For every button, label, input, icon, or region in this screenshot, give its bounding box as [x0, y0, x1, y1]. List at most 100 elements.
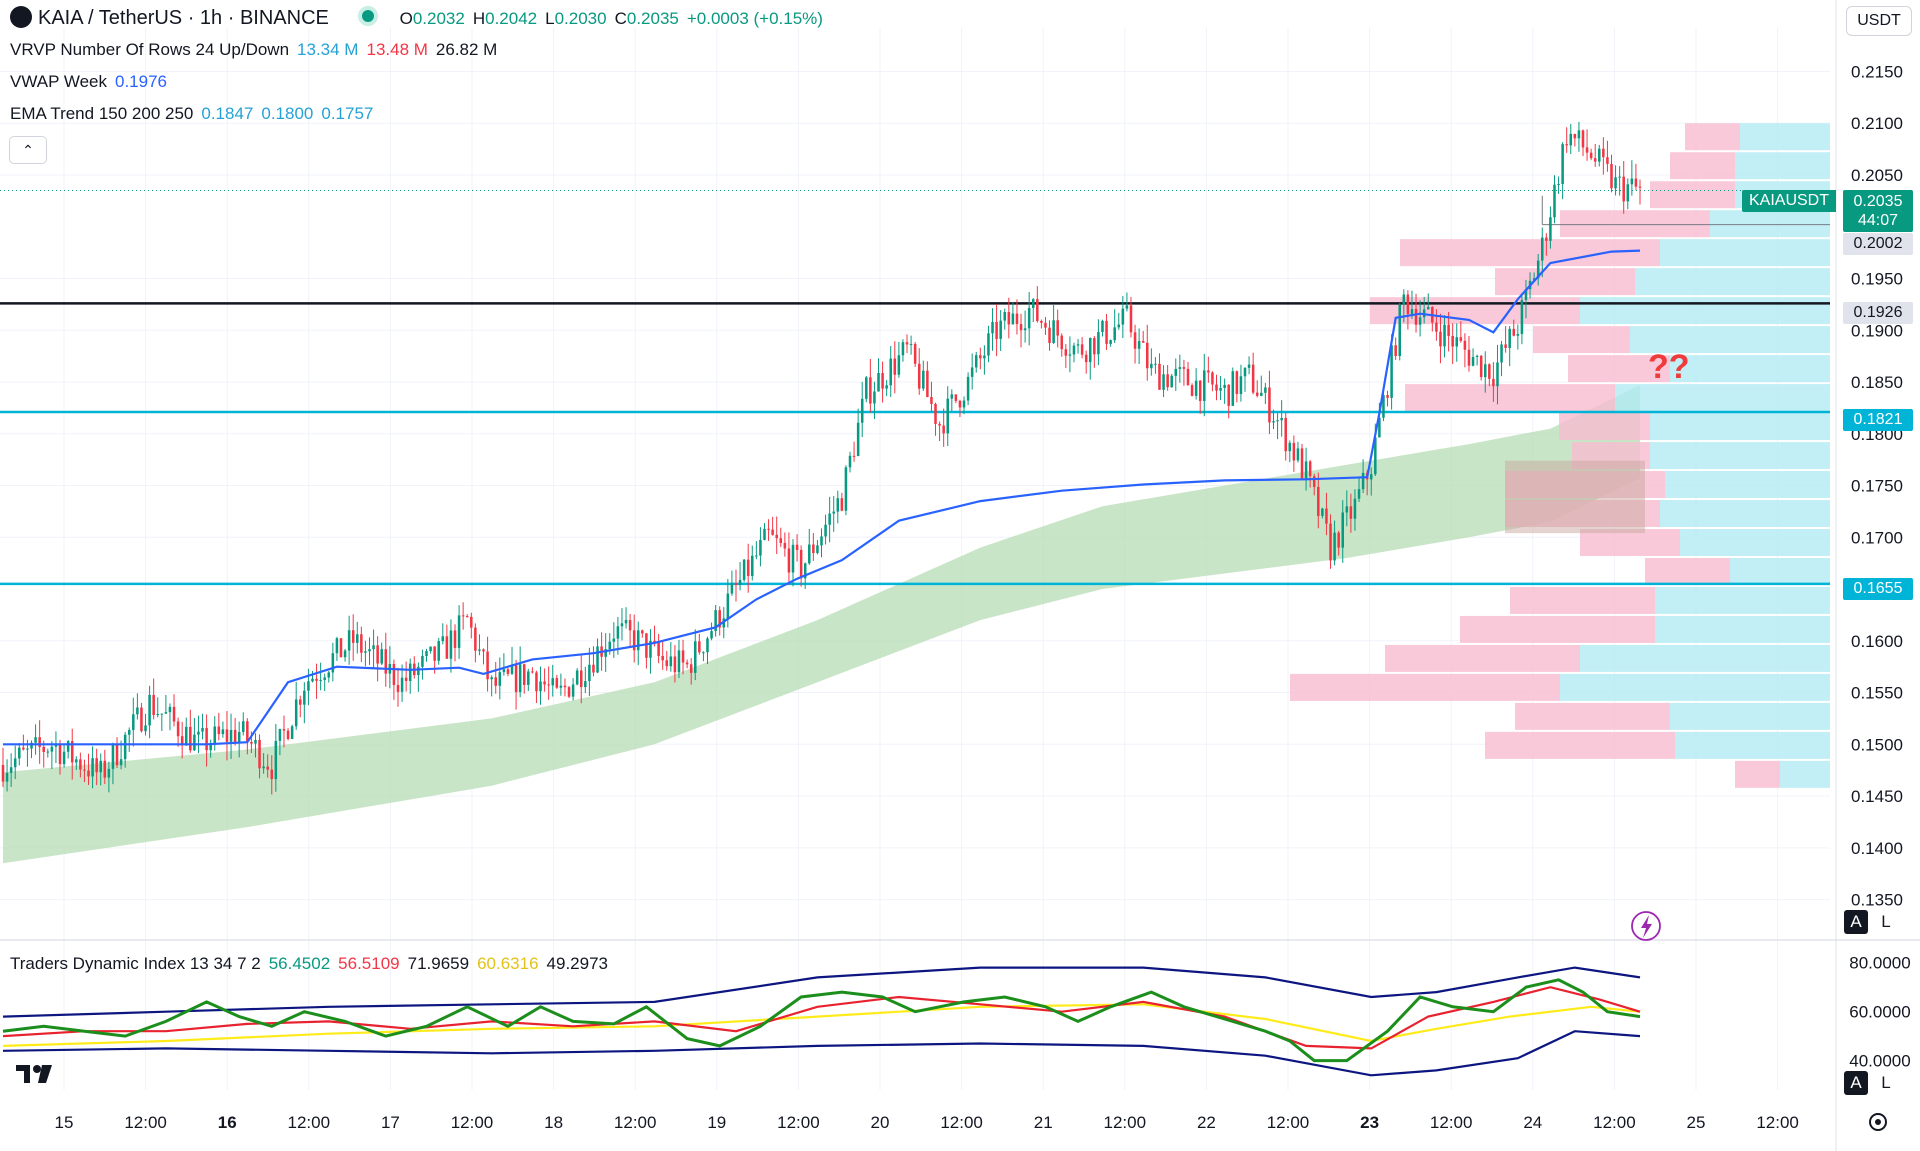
candle-body[interactable] [991, 321, 994, 334]
candle-body[interactable] [1357, 489, 1361, 499]
candle-body[interactable] [262, 766, 265, 769]
candle-body[interactable] [482, 649, 485, 652]
candle-body[interactable] [1158, 363, 1161, 390]
candle-body[interactable] [315, 678, 318, 681]
candle-body[interactable] [1410, 309, 1414, 314]
candle-body[interactable] [1321, 508, 1324, 516]
vrvp-legend[interactable]: VRVP Number Of Rows 24 Up/Down 13.34 M 13.… [10, 40, 505, 60]
candle-body[interactable] [180, 736, 184, 746]
candle-body[interactable] [1479, 355, 1483, 378]
candle-body[interactable] [266, 766, 269, 770]
candle-body[interactable] [1349, 506, 1353, 519]
candle-body[interactable] [270, 769, 274, 780]
candle-body[interactable] [579, 670, 583, 688]
candle-body[interactable] [698, 641, 701, 653]
candle-body[interactable] [1166, 374, 1169, 388]
candle-body[interactable] [1182, 367, 1186, 369]
candle-body[interactable] [1178, 367, 1182, 369]
candle-body[interactable] [531, 671, 534, 673]
candle-body[interactable] [1329, 523, 1332, 561]
candle-body[interactable] [1573, 133, 1577, 139]
candle-body[interactable] [755, 555, 758, 557]
candle-body[interactable] [1227, 384, 1230, 406]
candle-body[interactable] [1606, 157, 1609, 164]
candle-body[interactable] [1541, 237, 1544, 261]
candle-body[interactable] [596, 646, 599, 673]
candle-body[interactable] [351, 630, 355, 643]
candle-body[interactable] [506, 669, 510, 674]
candle-body[interactable] [91, 758, 94, 777]
candle-body[interactable] [584, 681, 587, 688]
candle-body[interactable] [1451, 335, 1454, 347]
candle-body[interactable] [42, 746, 45, 752]
candle-body[interactable] [840, 498, 844, 511]
candle-body[interactable] [689, 664, 693, 673]
candle-body[interactable] [1402, 294, 1406, 305]
candle-body[interactable] [1577, 130, 1581, 139]
candle-body[interactable] [417, 666, 420, 676]
candle-body[interactable] [66, 741, 70, 752]
candle-body[interactable] [1418, 317, 1422, 325]
candle-body[interactable] [115, 744, 119, 766]
candle-body[interactable] [946, 398, 950, 434]
candle-body[interactable] [641, 630, 644, 634]
candle-body[interactable] [376, 645, 379, 664]
candle-body[interactable] [286, 730, 290, 739]
candle-body[interactable] [356, 634, 359, 643]
candle-body[interactable] [132, 714, 135, 731]
candle-body[interactable] [746, 559, 750, 577]
candle-body[interactable] [1207, 370, 1210, 373]
candle-body[interactable] [123, 734, 127, 760]
candle-body[interactable] [706, 638, 709, 653]
candle-body[interactable] [775, 534, 778, 539]
candle-body[interactable] [979, 355, 982, 359]
candle-body[interactable] [1589, 152, 1593, 159]
candle-body[interactable] [1463, 340, 1467, 350]
candle-body[interactable] [783, 542, 787, 549]
candle-body[interactable] [816, 545, 819, 554]
candle-body[interactable] [498, 672, 502, 686]
candle-body[interactable] [983, 355, 986, 359]
candle-body[interactable] [547, 684, 550, 686]
candle-body[interactable] [1243, 367, 1247, 377]
candle-body[interactable] [1048, 327, 1051, 343]
candle-body[interactable] [246, 721, 249, 742]
candle-body[interactable] [1553, 184, 1556, 218]
candle-body[interactable] [693, 641, 697, 673]
candle-body[interactable] [1545, 237, 1548, 241]
candle-body[interactable] [461, 615, 465, 617]
candle-body[interactable] [1345, 506, 1349, 513]
settings-gear-icon[interactable] [1869, 1113, 1887, 1131]
candle-body[interactable] [1121, 308, 1125, 325]
candle-body[interactable] [152, 694, 155, 716]
candle-body[interactable] [616, 626, 620, 639]
candle-body[interactable] [1630, 178, 1634, 185]
candle-body[interactable] [742, 559, 746, 580]
candle-body[interactable] [1223, 384, 1226, 388]
candle-body[interactable] [636, 630, 640, 651]
candle-body[interactable] [433, 646, 436, 661]
candle-body[interactable] [681, 650, 685, 663]
candle-body[interactable] [1386, 395, 1389, 398]
candle-body[interactable] [445, 636, 449, 659]
candle-body[interactable] [1512, 328, 1516, 336]
candle-body[interactable] [46, 751, 50, 753]
candle-body[interactable] [87, 770, 90, 777]
candle-body[interactable] [1508, 328, 1511, 348]
candle-body[interactable] [465, 616, 469, 618]
candle-body[interactable] [799, 549, 803, 579]
candle-body[interactable] [1610, 163, 1613, 189]
candle-body[interactable] [881, 373, 884, 389]
tradingview-logo-icon[interactable] [16, 1065, 52, 1083]
candle-body[interactable] [702, 652, 705, 654]
candle-body[interactable] [331, 653, 335, 673]
candle-body[interactable] [1198, 380, 1202, 401]
candle-body[interactable] [1031, 299, 1035, 308]
candle-body[interactable] [685, 662, 689, 665]
candle-body[interactable] [1007, 312, 1011, 325]
candle-body[interactable] [9, 767, 13, 773]
candle-body[interactable] [34, 737, 37, 743]
candle-body[interactable] [1264, 387, 1267, 393]
candle-body[interactable] [575, 670, 579, 685]
candle-body[interactable] [384, 649, 388, 674]
